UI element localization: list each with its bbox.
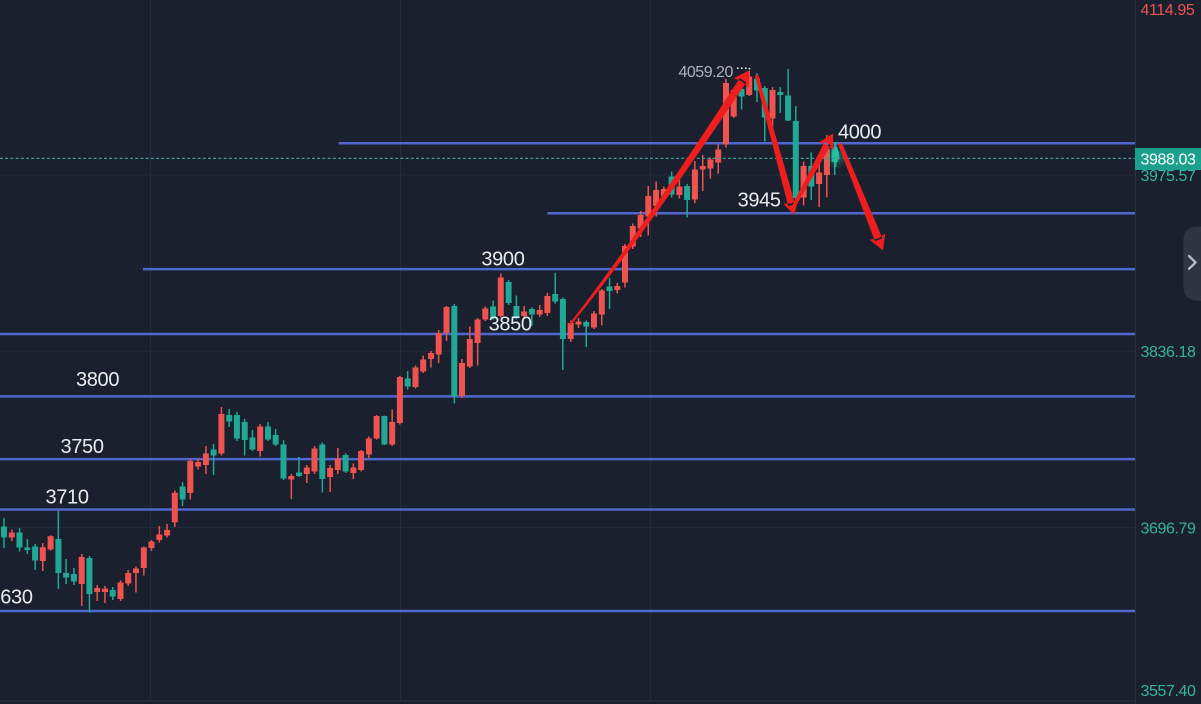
svg-text:3900: 3900 xyxy=(481,248,524,270)
svg-text:3800: 3800 xyxy=(76,369,119,391)
svg-text:3630: 3630 xyxy=(0,587,33,609)
svg-text:4059.20: 4059.20 xyxy=(679,64,734,81)
svg-text:3836.18: 3836.18 xyxy=(1141,344,1197,361)
svg-text:3557.40: 3557.40 xyxy=(1141,683,1197,700)
svg-text:3696.79: 3696.79 xyxy=(1141,521,1197,538)
svg-text:3975.57: 3975.57 xyxy=(1141,168,1197,185)
svg-text:4114.95: 4114.95 xyxy=(1141,2,1195,19)
svg-text:4000: 4000 xyxy=(838,121,881,143)
svg-text:3988.03: 3988.03 xyxy=(1141,151,1197,168)
svg-text:3850: 3850 xyxy=(489,314,532,336)
svg-text:3710: 3710 xyxy=(46,487,89,509)
svg-text:3945: 3945 xyxy=(738,190,781,212)
svg-text:3750: 3750 xyxy=(61,436,104,458)
